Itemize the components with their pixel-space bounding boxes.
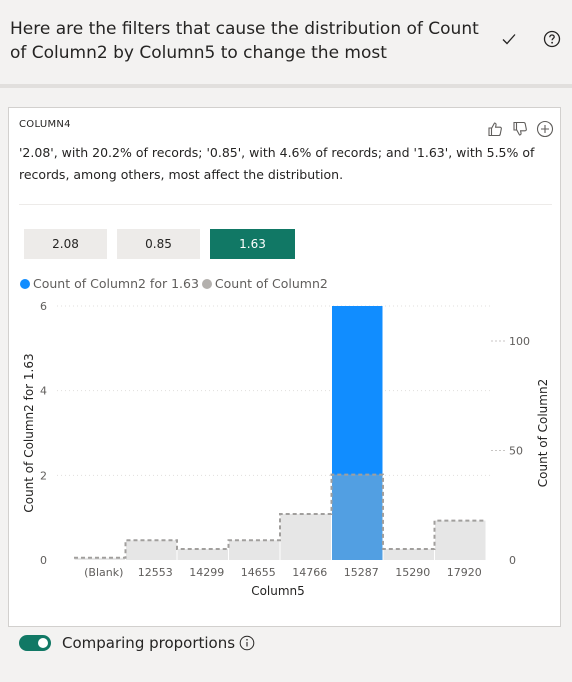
card-description: '2.08', with 20.2% of records; '0.85', w… — [19, 145, 535, 182]
thumbs-up-icon[interactable] — [486, 120, 504, 138]
bar-total[interactable] — [74, 557, 126, 560]
card-actions — [486, 120, 554, 138]
y2-axis-title: Count of Column2 — [536, 379, 550, 487]
y2-axis-tick-label: 0 — [509, 554, 516, 567]
filter-button-0.85[interactable]: 0.85 — [117, 229, 200, 259]
comparing-proportions-toggle[interactable] — [19, 635, 51, 651]
help-icon[interactable] — [543, 30, 561, 48]
legend-item-filtered[interactable]: Count of Column2 for 1.63 — [20, 276, 199, 291]
y2-axis-tick-label: 100 — [509, 335, 530, 348]
info-icon[interactable] — [239, 635, 255, 651]
add-icon[interactable] — [536, 120, 554, 138]
insight-card: COLUMN4 '2.08', with 20.2% of records; '… — [8, 107, 561, 627]
header-divider — [0, 84, 572, 88]
legend-label-filtered: Count of Column2 for 1.63 — [33, 276, 199, 291]
comparing-proportions-label: Comparing proportions — [62, 634, 236, 652]
bar-total[interactable] — [383, 549, 435, 560]
legend-label-total: Count of Column2 — [214, 276, 328, 291]
y2-axis-tick-label: 50 — [509, 445, 523, 458]
distribution-chart: 0 2 4 6 0 50 100 (Blank) 12553 14299 14655 14766 152… — [22, 300, 550, 598]
x-axis-tick-label: 12553 — [138, 566, 173, 579]
bar-total[interactable] — [229, 540, 280, 560]
legend-dot-filtered — [20, 278, 30, 289]
y-axis-tick-label: 2 — [40, 469, 47, 482]
insight-title: Here are the filters that cause the dist… — [10, 19, 479, 63]
x-axis-tick-label: 14655 — [241, 566, 276, 579]
x-axis-tick-label: 14299 — [189, 566, 224, 579]
y-axis-title: Count of Column2 for 1.63 — [22, 353, 36, 512]
total-step-outline — [74, 473, 486, 559]
x-axis-tick-label: 15290 — [395, 566, 430, 579]
bar-total[interactable] — [435, 520, 486, 560]
bar-total[interactable] — [177, 549, 229, 560]
x-axis-tick-label: 15287 — [344, 566, 379, 579]
toggle-knob — [38, 638, 48, 648]
legend-item-total[interactable]: Count of Column2 — [201, 276, 328, 291]
checkmark-icon[interactable] — [500, 30, 518, 48]
bar-total[interactable] — [280, 514, 332, 560]
card-field-name: COLUMN4 — [19, 119, 71, 130]
bar-total[interactable] — [126, 540, 177, 560]
comparing-proportions-row: Comparing proportions — [19, 634, 255, 652]
y-axis-tick-label: 0 — [40, 554, 47, 567]
x-axis-tick-label: (Blank) — [84, 566, 123, 579]
x-axis-title: Column5 — [251, 584, 305, 598]
y-axis-tick-label: 6 — [40, 300, 47, 313]
legend-dot-total — [201, 278, 212, 289]
insight-header: Here are the filters that cause the dist… — [0, 0, 572, 84]
x-axis-tick-label: 14766 — [292, 566, 327, 579]
card-divider — [19, 204, 552, 205]
x-axis-tick-label: 17920 — [447, 566, 482, 579]
y-axis-tick-label: 4 — [40, 385, 47, 398]
filter-button-2.08[interactable]: 2.08 — [24, 229, 107, 259]
thumbs-down-icon[interactable] — [511, 120, 529, 138]
chart-legend: Count of Column2 for 1.63 Count of Colum… — [20, 276, 331, 291]
bar-overlap — [332, 474, 383, 560]
filter-button-1.63[interactable]: 1.63 — [210, 229, 295, 259]
